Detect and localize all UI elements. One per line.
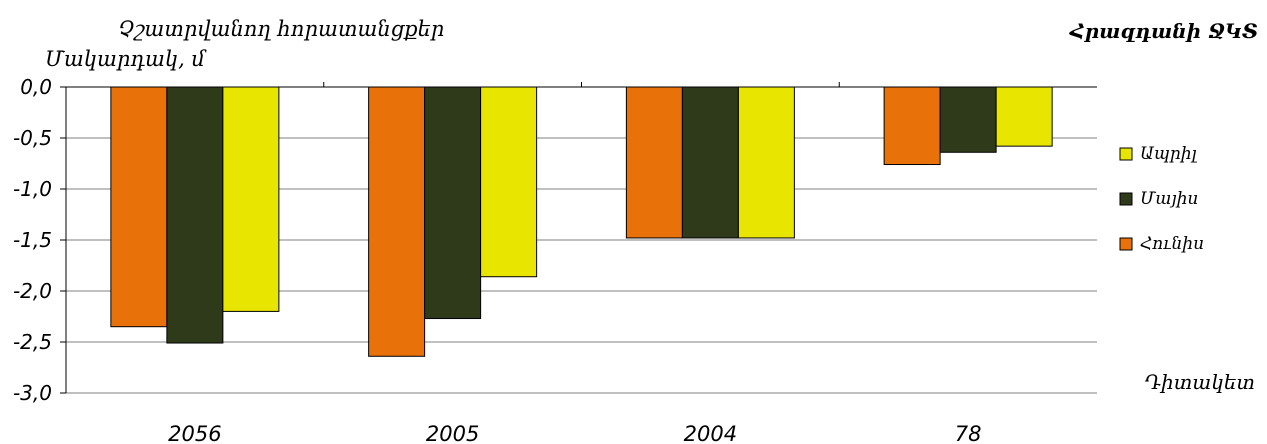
y-tick-labels: 0,0 -0,5 -1,0 -1,5 -2,0 -2,5 -3,0 xyxy=(13,75,52,405)
y-tick-label: 0,0 xyxy=(20,75,52,99)
bar xyxy=(625,86,683,239)
bars xyxy=(110,86,1053,357)
y-tick-label: -1,0 xyxy=(13,177,52,201)
chart-title-right: Հրազդանի ՋԿՏ xyxy=(1069,19,1258,43)
bar xyxy=(480,86,538,278)
legend-label: Ապրիլ xyxy=(1140,144,1197,164)
y-tick-label: -0,5 xyxy=(13,126,52,150)
x-tick-labels: 2056 2005 2004 78 xyxy=(168,422,981,444)
legend: Ապրիլ Մայիս Հունիս xyxy=(1119,144,1204,254)
y-tick-label: -2,5 xyxy=(13,330,52,354)
x-tick-label: 78 xyxy=(955,422,982,444)
bar xyxy=(995,86,1053,147)
legend-swatch xyxy=(1119,147,1133,161)
legend-label: Հունիս xyxy=(1140,234,1204,254)
y-tick-label: -2,0 xyxy=(13,279,52,303)
bar xyxy=(166,86,224,344)
bar xyxy=(939,86,997,153)
bar xyxy=(424,86,482,320)
bar xyxy=(222,86,280,312)
bar xyxy=(883,86,941,166)
y-tick-label: -3,0 xyxy=(13,381,52,405)
x-tick-label: 2005 xyxy=(426,422,479,444)
bar xyxy=(368,86,426,357)
bar xyxy=(737,86,795,239)
bar xyxy=(110,86,168,328)
y-tick-label: -1,5 xyxy=(13,228,52,252)
legend-label: Մայիս xyxy=(1140,189,1198,209)
legend-swatch xyxy=(1119,192,1133,206)
axes xyxy=(65,86,1097,393)
bar xyxy=(681,86,739,239)
y-axis-label: Մակարդակ, մ xyxy=(45,47,207,71)
x-tick-label: 2004 xyxy=(684,422,737,444)
x-tick-label: 2056 xyxy=(168,422,221,444)
chart-title: Չշատրվանող հորատանցքեր xyxy=(118,17,444,41)
legend-swatch xyxy=(1119,237,1133,251)
x-axis-label: Դիտակետ xyxy=(1144,370,1255,394)
